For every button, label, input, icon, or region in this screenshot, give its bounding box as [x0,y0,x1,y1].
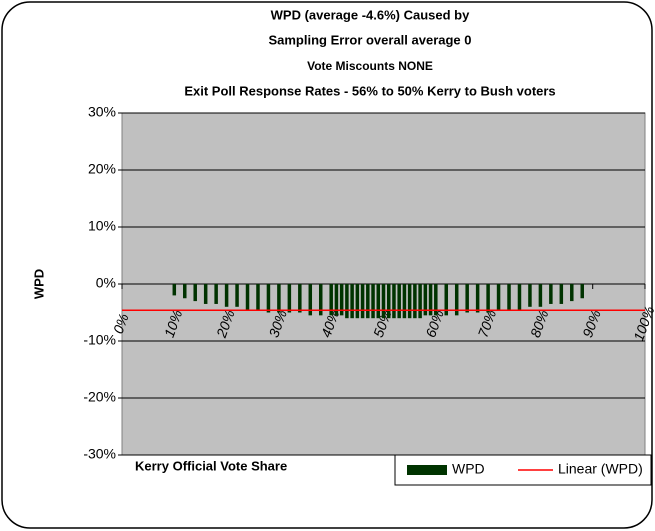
bar [413,284,417,319]
legend-label: Linear (WPD) [558,461,643,477]
bar [308,284,313,316]
y-tick-label: 0% [96,275,116,291]
bar [203,284,208,304]
bar [486,284,490,313]
bar [172,284,177,296]
bar [381,284,386,319]
bar [329,284,333,316]
bar [339,284,344,316]
bar [256,284,260,310]
bar [214,284,218,304]
bar [277,284,281,313]
bar [245,284,250,310]
bar [570,284,574,302]
bar [580,284,584,299]
x-axis-label: Kerry Official Vote Share [135,458,287,473]
bar [444,284,449,316]
bar [496,284,501,310]
bar [287,284,292,313]
bar [355,284,360,319]
bar [428,284,433,316]
bar [465,284,469,313]
legend: WPD Linear (WPD) [394,454,652,486]
y-tick-label: -10% [83,332,116,348]
bar [350,284,354,319]
bar [397,284,401,319]
bar [193,284,197,302]
bar [434,284,438,316]
legend-swatch [407,465,447,475]
bar [318,284,323,316]
bar [183,284,187,299]
bar [507,284,511,310]
x-tick-label: 0% [110,311,132,335]
bar [528,284,532,307]
bar [266,284,271,313]
bar [549,284,553,304]
bar [559,284,564,304]
bar [454,284,459,316]
y-tick-label: 30% [88,104,116,120]
bar [386,284,391,319]
bar [235,284,239,307]
bar [334,284,339,316]
y-axis-label: WPD [31,269,46,299]
bar [402,284,407,319]
bar [345,284,349,319]
bar [360,284,365,319]
bar [538,284,543,307]
bar [475,284,480,313]
bar [371,284,375,319]
y-tick-label: 20% [88,161,116,177]
y-tick-label: -30% [83,446,116,462]
bar [224,284,229,307]
y-tick-label: 10% [88,218,116,234]
y-tick-label: -20% [83,389,116,405]
title-line: Vote Miscounts NONE [307,59,433,73]
title-line: WPD (average -4.6%) Caused by [271,7,470,22]
bar [392,284,396,319]
bar [423,284,428,316]
title-line: Sampling Error overall average 0 [268,32,471,47]
bar [517,284,522,310]
bar [407,284,412,319]
title-line: Exit Poll Response Rates - 56% to 50% Ke… [184,83,555,98]
bar [376,284,381,319]
bar [298,284,302,313]
legend-label: WPD [452,461,485,477]
bar [366,284,370,319]
bar [418,284,422,319]
